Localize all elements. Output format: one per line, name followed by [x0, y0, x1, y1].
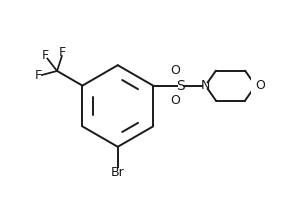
Text: F: F: [35, 69, 42, 82]
Text: Br: Br: [111, 166, 125, 179]
Text: N: N: [201, 79, 210, 92]
Text: O: O: [170, 94, 180, 107]
Text: O: O: [170, 64, 180, 77]
Text: S: S: [176, 79, 185, 93]
Text: F: F: [59, 46, 66, 59]
Text: F: F: [41, 49, 48, 62]
Text: O: O: [255, 79, 265, 92]
